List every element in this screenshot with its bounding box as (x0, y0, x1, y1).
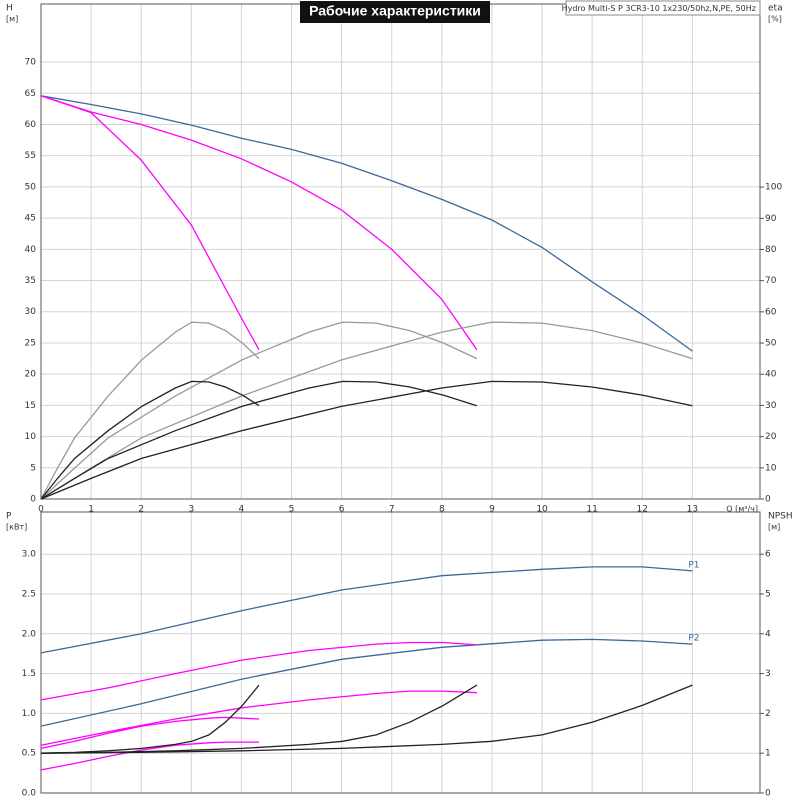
y-axis-label: H (6, 4, 13, 14)
y-tick-label: 2.5 (22, 589, 36, 599)
product-name: Hydro Multi-S P 3CR3-10 1x230/50hz,N,PE,… (562, 4, 756, 13)
y-tick-label: 1.0 (22, 709, 37, 719)
y-axis-unit: [кВт] (6, 523, 27, 532)
y2-tick-label: 1 (765, 749, 771, 759)
y-tick-label: 0.0 (22, 789, 37, 799)
product-box (565, 0, 761, 16)
y-tick-label: 25 (25, 338, 36, 348)
y-tick-label: 2.0 (22, 629, 37, 639)
x-tick-label: 4 (239, 505, 245, 515)
curve (40, 95, 478, 351)
y-tick-label: 10 (25, 432, 37, 442)
title-box (300, 1, 490, 23)
y-tick-label: 20 (25, 370, 37, 380)
y-tick-label: 5 (30, 463, 36, 473)
x-tick-label: 1 (88, 505, 94, 515)
y2-tick-label: 2 (765, 709, 771, 719)
y2-tick-label: 20 (765, 432, 777, 442)
curve (40, 684, 260, 754)
x-tick-label: 9 (489, 505, 495, 515)
y-tick-label: 60 (25, 120, 37, 130)
curve (40, 684, 478, 754)
y2-tick-label: 80 (765, 245, 777, 255)
x-tick-label: 6 (339, 505, 345, 515)
curve (40, 380, 693, 500)
y2-tick-label: 90 (765, 214, 777, 224)
chart-title: Рабочие характеристики (309, 3, 481, 19)
y2-tick-label: 30 (765, 401, 777, 411)
x-tick-label: 13 (687, 505, 698, 515)
y2-tick-label: 10 (765, 463, 777, 473)
y2-tick-label: 50 (765, 339, 777, 349)
x-tick-label: 0 (38, 505, 44, 515)
y-tick-label: 65 (25, 89, 36, 99)
curve (40, 321, 478, 500)
y-tick-label: 15 (25, 401, 36, 411)
curve (40, 641, 477, 701)
y2-tick-label: 0 (765, 495, 771, 505)
x-axis-label: Q [м³/ч] (726, 505, 758, 514)
x-tick-label: 5 (289, 505, 295, 515)
curve (40, 380, 478, 500)
curve (40, 716, 260, 750)
y-tick-label: 55 (25, 151, 36, 161)
y-axis-label: P (6, 512, 12, 522)
x-tick-label: 8 (439, 505, 445, 515)
y2-axis-label: eta (768, 4, 783, 14)
y2-tick-label: 60 (765, 307, 777, 317)
y-tick-label: 0.5 (22, 749, 36, 759)
curve (40, 690, 477, 746)
curve (40, 566, 693, 654)
curve (40, 380, 260, 500)
y2-tick-label: 100 (765, 183, 782, 193)
y2-tick-label: 40 (765, 370, 777, 380)
curve (40, 638, 693, 727)
x-tick-label: 2 (138, 505, 144, 515)
y2-axis-label: NPSH (768, 512, 793, 522)
y-tick-label: 1.5 (22, 669, 36, 679)
x-tick-label: 7 (389, 505, 395, 515)
y-tick-label: 40 (25, 245, 37, 255)
y-tick-label: 50 (25, 182, 37, 192)
y-tick-label: 0 (30, 495, 36, 505)
curve (40, 95, 693, 352)
y2-tick-label: 70 (765, 276, 777, 286)
curve-label: P1 (688, 560, 699, 570)
y-axis-unit: [м] (6, 15, 18, 24)
y2-tick-label: 0 (765, 789, 771, 799)
x-tick-label: 10 (536, 505, 548, 515)
y2-tick-label: 3 (765, 669, 771, 679)
curve (40, 95, 260, 351)
curve-label: P2 (688, 634, 699, 644)
curve (40, 321, 260, 500)
y-tick-label: 70 (25, 58, 37, 68)
y-tick-label: 35 (25, 276, 36, 286)
curve (40, 321, 693, 500)
y-tick-label: 30 (25, 307, 37, 317)
plot-frame (40, 3, 761, 500)
y2-axis-unit: [%] (768, 15, 782, 24)
curve (40, 684, 693, 754)
x-tick-label: 3 (188, 505, 194, 515)
curve (40, 741, 259, 771)
y2-tick-label: 4 (765, 629, 771, 639)
y2-tick-label: 6 (765, 550, 771, 560)
y-tick-label: 45 (25, 214, 36, 224)
y-tick-label: 3.0 (22, 550, 37, 560)
x-tick-label: 12 (637, 505, 648, 515)
x-tick-label: 11 (586, 505, 597, 515)
y2-axis-unit: [м] (768, 523, 780, 532)
y2-tick-label: 5 (765, 589, 771, 599)
